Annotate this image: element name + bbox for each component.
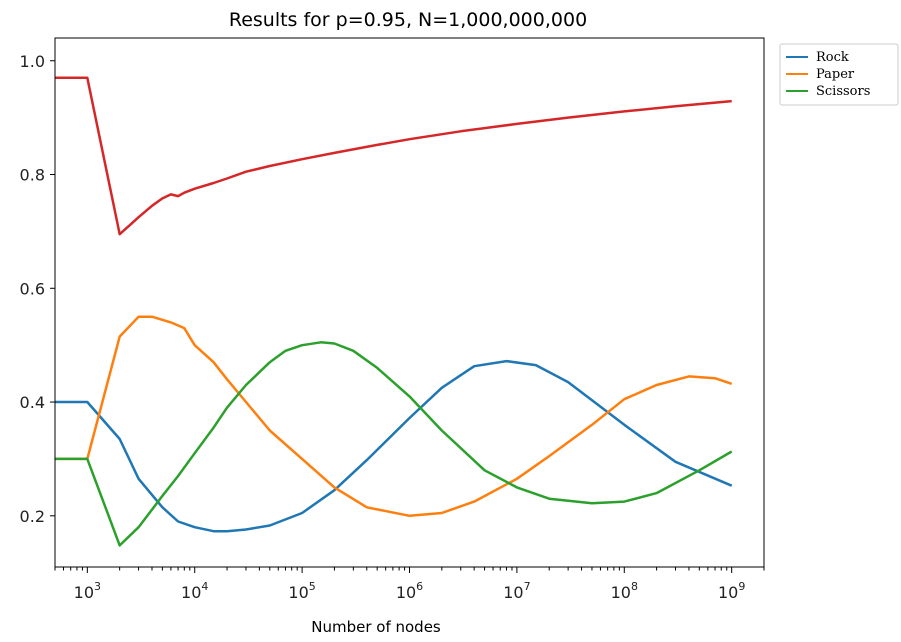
legend-label-scissors: Scissors: [816, 84, 870, 99]
y-tick-label: 0.4: [20, 393, 45, 412]
x-axis-label: Number of nodes: [311, 618, 441, 636]
x-tick-label: 107: [503, 580, 530, 602]
y-tick-label: 0.2: [20, 507, 45, 526]
series-line-rock: [55, 359, 733, 533]
y-tick-label: 0.6: [20, 279, 45, 298]
series-layer: [55, 76, 733, 547]
legend-box: [779, 43, 899, 106]
x-axis: 103 104 105 106 107 108 109: [54, 567, 765, 602]
x-tick-label: 103: [74, 580, 101, 602]
x-tick-label: 105: [288, 580, 315, 602]
plot-frame: [54, 37, 765, 568]
x-tick-label: 104: [181, 580, 208, 602]
y-tick-label: 0.8: [20, 166, 45, 185]
chart-title: Results for p=0.95, N=1,000,000,000: [229, 9, 587, 31]
legend-label-rock: Rock: [816, 50, 849, 65]
x-tick-label: 109: [718, 580, 745, 602]
series-line-overall: [55, 76, 732, 236]
series-line-paper: [55, 315, 733, 518]
series-line-scissors: [55, 341, 733, 547]
legend-label-paper: Paper: [816, 67, 855, 82]
legend: Rock Paper Scissors: [779, 43, 899, 106]
x-tick-label: 106: [396, 580, 423, 602]
y-axis: 0.2 0.4 0.6 0.8 1.0: [20, 52, 55, 526]
y-tick-label: 1.0: [20, 52, 45, 71]
x-tick-label: 108: [611, 580, 638, 602]
